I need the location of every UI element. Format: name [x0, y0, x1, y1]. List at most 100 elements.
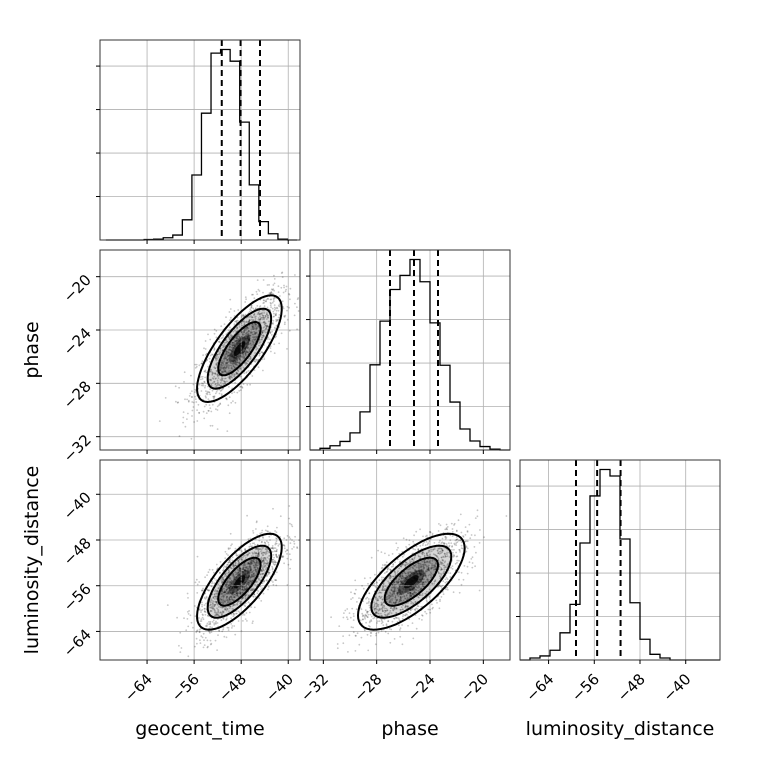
sample-point [213, 380, 216, 383]
sample-point [418, 585, 420, 587]
sample-point [258, 340, 260, 343]
sample-point [273, 556, 275, 559]
sample-point [233, 345, 236, 348]
sample-point [429, 553, 431, 556]
sample-point [228, 582, 231, 585]
sample-point [225, 348, 228, 351]
sample-point [408, 589, 411, 591]
sample-point [226, 359, 228, 362]
sample-point [288, 505, 291, 507]
sample-point [204, 385, 207, 387]
sample-point [222, 611, 224, 613]
sample-point [419, 589, 421, 591]
sample-point [449, 534, 452, 537]
sample-point [262, 321, 265, 324]
sample-point [223, 370, 225, 373]
sample-point [226, 430, 229, 432]
sample-point [236, 319, 239, 322]
sample-point [368, 606, 371, 609]
sample-point [242, 564, 245, 567]
sample-point [275, 554, 278, 557]
sample-point [281, 300, 284, 303]
sample-point [406, 605, 409, 608]
sample-point [215, 363, 218, 366]
sample-point [282, 555, 285, 558]
sample-point [218, 630, 221, 632]
sample-point [253, 314, 255, 317]
sample-point [231, 362, 233, 365]
sample-point [243, 572, 246, 575]
sample-point [229, 336, 232, 339]
sample-point [249, 334, 252, 337]
sample-point [251, 327, 254, 330]
sample-point [257, 550, 260, 552]
sample-point [373, 617, 376, 619]
sample-point [250, 307, 253, 309]
sample-point [395, 583, 398, 586]
sample-point [271, 289, 274, 291]
sample-point [264, 316, 267, 319]
sample-point [257, 569, 259, 571]
sample-point [200, 618, 203, 621]
sample-point [239, 344, 242, 347]
sample-point [249, 567, 252, 570]
sample-point [242, 586, 244, 589]
sample-point [235, 339, 238, 342]
sample-point [262, 334, 265, 337]
sample-point [421, 568, 423, 571]
sample-point [358, 643, 361, 646]
sample-point [229, 596, 231, 598]
sample-point [406, 576, 408, 579]
sample-point [219, 572, 221, 574]
sample-point [455, 555, 458, 558]
sample-point [265, 551, 268, 553]
sample-point [260, 569, 263, 572]
sample-point [243, 575, 246, 577]
sample-point [276, 556, 278, 559]
sample-point [232, 349, 234, 351]
sample-point [251, 331, 254, 334]
sample-point [221, 590, 223, 593]
sample-point [232, 564, 235, 567]
sample-point [195, 637, 198, 640]
sample-point [361, 612, 364, 615]
sample-point [272, 319, 275, 322]
sample-point [419, 588, 422, 590]
sample-point [258, 342, 261, 344]
sample-point [225, 575, 228, 577]
sample-point [224, 362, 227, 364]
sample-point [248, 329, 250, 332]
sample-point [238, 326, 241, 328]
sample-point [230, 376, 233, 378]
sample-point [406, 605, 409, 607]
sample-point [242, 589, 245, 592]
sample-point [372, 584, 375, 587]
sample-point [402, 604, 404, 607]
sample-point [228, 580, 231, 583]
sample-point [248, 338, 251, 341]
sample-point [364, 613, 367, 616]
sample-point [267, 530, 270, 533]
sample-point [395, 601, 397, 604]
sample-point [265, 298, 268, 301]
sample-point [276, 537, 278, 540]
sample-point [256, 335, 258, 338]
sample-point [204, 576, 207, 579]
sample-point [213, 623, 216, 626]
sample-point [226, 592, 228, 595]
sample-point [243, 577, 246, 579]
sample-point [432, 568, 435, 571]
sample-point [280, 272, 283, 274]
sample-point [261, 573, 264, 575]
sample-point [243, 336, 246, 339]
sample-point [230, 585, 232, 587]
sample-point [404, 583, 407, 586]
sample-point [255, 290, 258, 293]
sample-point [239, 570, 242, 573]
sample-point [240, 368, 242, 370]
sample-point [290, 523, 293, 526]
sample-point [398, 552, 401, 555]
sample-point [228, 610, 230, 613]
sample-point [444, 536, 447, 538]
sample-point [260, 559, 263, 561]
